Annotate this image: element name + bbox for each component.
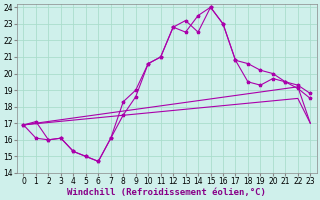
X-axis label: Windchill (Refroidissement éolien,°C): Windchill (Refroidissement éolien,°C) (68, 188, 266, 197)
